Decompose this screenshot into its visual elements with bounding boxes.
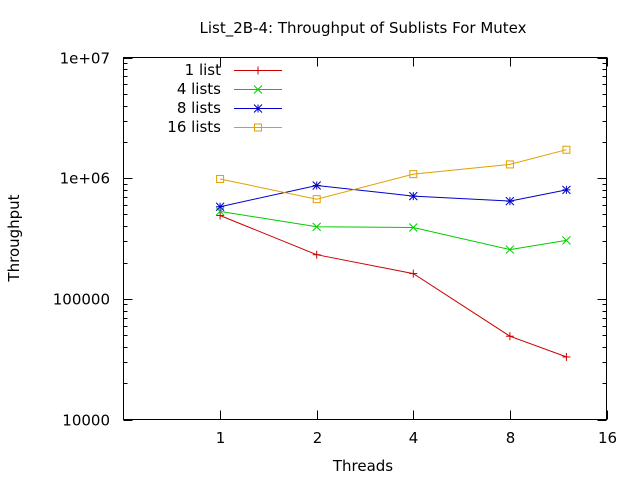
y-tick-label: 1e+06 [60,170,110,188]
series-line [219,149,567,200]
data-point-marker [408,191,418,201]
data-point-marker [505,196,515,206]
x-axis: 1 2 4 8 16 [216,57,617,447]
data-point-marker [253,85,263,94]
chart-title: List_2B-4: Throughput of Sublists For Mu… [200,19,527,38]
data-point-marker [562,185,571,195]
data-point-marker [312,181,322,190]
series-16-lists [216,145,571,204]
legend-item: 8 lists [177,99,282,117]
data-point-marker [505,332,514,341]
data-point-marker [216,174,225,183]
plot-area-frame [123,57,607,420]
data-point-marker [505,160,514,169]
data-point-marker [216,211,225,220]
series-layer [215,145,571,361]
data-point-marker [562,145,571,154]
series-1-list [216,211,571,361]
data-point-marker [254,123,262,132]
data-point-marker [312,250,321,259]
data-point-marker [562,236,571,245]
series-line [219,184,567,208]
series-line [220,210,567,251]
x-tick-label: 8 [506,429,516,447]
data-point-marker [253,104,263,113]
x-tick-label: 1 [216,429,226,447]
legend-label: 1 list [185,61,221,79]
data-point-marker [215,202,225,212]
legend-label: 16 lists [167,118,221,136]
data-point-marker [254,66,262,75]
data-point-marker [505,245,515,254]
x-tick-label: 4 [409,429,419,447]
y-tick-label: 100000 [53,291,110,309]
y-tick-label: 10000 [62,412,110,430]
y-axis-label: Throughput [5,194,23,282]
y-axis: 10000 100000 1e+06 1e+07 [53,50,607,430]
series-line [219,215,567,358]
x-tick-label: 2 [313,429,323,447]
x-axis-label: Threads [332,457,393,475]
legend-item: 16 lists [167,118,282,136]
data-point-marker [409,269,418,278]
legend-item: 1 list [185,61,282,79]
data-point-marker [312,222,322,232]
series-4-lists [215,207,571,254]
legend-label: 4 lists [177,80,221,98]
data-point-marker [409,170,418,179]
legend-item: 4 lists [177,80,282,98]
y-tick-label: 1e+07 [60,50,110,68]
data-point-marker [562,352,571,361]
data-point-marker [408,223,418,232]
legend-label: 8 lists [177,99,221,117]
x-tick-label: 16 [598,429,617,447]
data-point-marker [312,195,321,204]
series-8-lists [215,181,571,212]
